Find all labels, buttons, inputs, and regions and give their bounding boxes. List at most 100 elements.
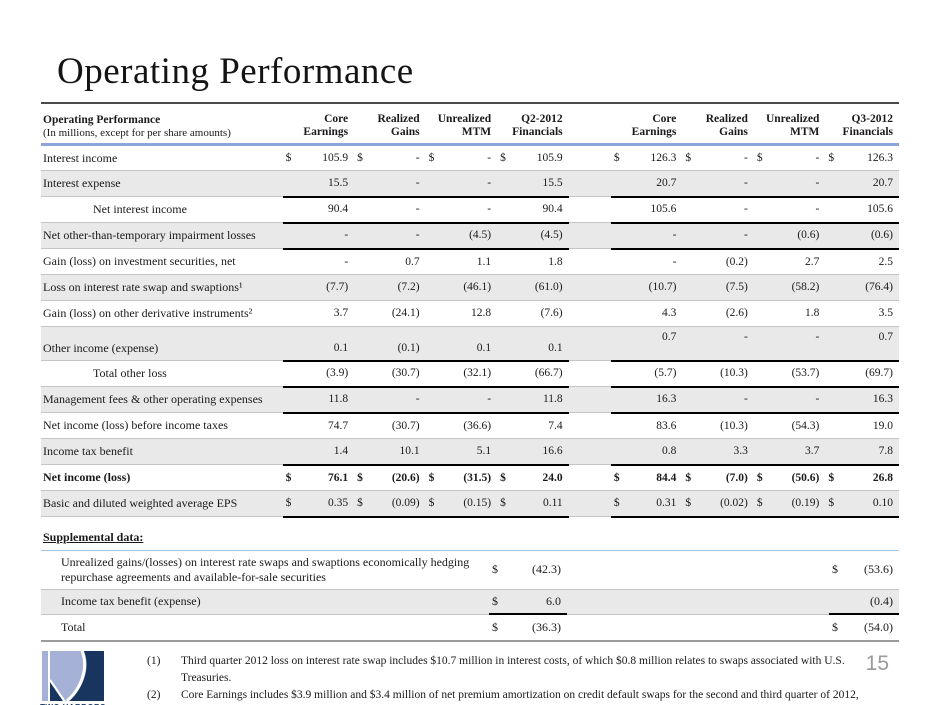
- value-cell: -: [698, 170, 754, 198]
- group-gap: [568, 464, 611, 492]
- value-cell: 0.1: [441, 326, 498, 362]
- table-row: Income tax benefit 1.4 10.1 5.1 16.6 0.8 3.3 3.…: [41, 438, 899, 466]
- dollar-sign: [282, 274, 299, 302]
- dollar-sign: [425, 386, 442, 414]
- dollar-sign: $: [354, 464, 371, 492]
- dollar-sign: [425, 412, 442, 440]
- dollar-sign: $: [425, 464, 442, 492]
- value-cell: (10.7): [627, 274, 683, 302]
- value-cell: -: [441, 144, 498, 172]
- header-title: Operating Performance: [43, 113, 161, 126]
- value-cell: (54.3): [770, 412, 826, 440]
- dollar-sign: [282, 412, 299, 440]
- column-header: Realized Gains: [354, 109, 426, 147]
- value-cell: 105.9: [513, 144, 569, 172]
- row-label: Interest expense: [41, 170, 283, 198]
- dollar-sign: [753, 300, 770, 328]
- table-row: Net interest income 90.4- -90.4 105.6- -105.…: [41, 196, 899, 224]
- dollar-sign: [825, 300, 842, 328]
- dollar-sign: [610, 386, 628, 414]
- column-header-line2: MTM: [461, 126, 492, 139]
- value-cell: 0.35: [298, 490, 355, 518]
- group-gap: [568, 386, 611, 414]
- dollar-sign: $: [753, 464, 770, 492]
- value-cell: (54.0): [845, 614, 899, 643]
- value-cell: -: [370, 144, 426, 172]
- dollar-sign: $: [829, 549, 845, 590]
- value-cell: 90.4: [298, 196, 355, 224]
- column-header-line1: Q3-2012: [851, 113, 893, 125]
- dollar-sign: $: [825, 144, 842, 172]
- dollar-sign: [753, 386, 770, 414]
- value-cell: -: [770, 196, 826, 224]
- group-gap: [568, 326, 611, 362]
- table-row: Net income (loss) $76.1 $ (20.6) $ (31.5) $24.…: [41, 464, 899, 492]
- dollar-sign: [425, 438, 442, 466]
- column-header: Unrealized MTM: [425, 109, 498, 147]
- footer: TWO HARBORS Investment Corp. (1) Third qu…: [40, 651, 899, 705]
- value-cell: (7.0): [698, 464, 754, 492]
- dollar-sign: $: [682, 464, 699, 492]
- value-cell: -: [698, 222, 754, 250]
- value-cell: 1.8: [770, 300, 826, 328]
- column-header-line2: Gains: [390, 126, 420, 139]
- dollar-sign: [282, 326, 299, 362]
- value-cell: -: [627, 248, 683, 276]
- dollar-sign: [497, 248, 514, 276]
- dollar-sign: [354, 438, 371, 466]
- value-cell: -: [441, 386, 498, 414]
- table-row: Gain (loss) on other derivative instrume…: [41, 300, 899, 328]
- value-cell: 15.5: [298, 170, 355, 198]
- value-cell: (53.7): [770, 360, 826, 388]
- dollar-sign: $: [425, 490, 442, 518]
- dollar-sign: [497, 196, 514, 224]
- dollar-sign: $: [497, 144, 514, 172]
- dollar-sign: [829, 589, 845, 616]
- dollar-sign: [753, 248, 770, 276]
- dollar-sign: [354, 170, 371, 198]
- value-cell: (30.7): [370, 412, 426, 440]
- value-cell: (10.3): [698, 412, 754, 440]
- dollar-sign: $: [489, 589, 505, 616]
- value-cell: (53.6): [845, 549, 899, 590]
- value-cell: 3.7: [298, 300, 355, 328]
- value-cell: (42.3): [505, 549, 567, 590]
- value-cell: -: [770, 386, 826, 414]
- value-cell: 24.0: [513, 464, 569, 492]
- dollar-sign: [682, 274, 699, 302]
- dollar-sign: $: [610, 464, 628, 492]
- supplemental-row: Total $ (36.3) $ (54.0): [41, 614, 899, 643]
- dollar-sign: [682, 412, 699, 440]
- value-cell: 0.11: [513, 490, 569, 518]
- group-gap: [568, 300, 611, 328]
- dollar-sign: [753, 360, 770, 388]
- value-cell: (20.6): [370, 464, 426, 492]
- table-row: Other income (expense) 0.1 (0.1) 0.1 0.1 0.7-…: [41, 326, 899, 362]
- dollar-sign: [497, 412, 514, 440]
- value-cell: 11.8: [513, 386, 569, 414]
- dollar-sign: [282, 170, 299, 198]
- value-cell: 20.7: [627, 170, 683, 198]
- value-cell: 12.8: [441, 300, 498, 328]
- value-cell: 0.1: [298, 326, 355, 362]
- value-cell: 0.7: [627, 326, 683, 362]
- dollar-sign: $: [753, 144, 770, 172]
- value-cell: -: [770, 144, 826, 172]
- value-cell: 0.10: [841, 490, 899, 518]
- dollar-sign: [282, 248, 299, 276]
- value-cell: (31.5): [441, 464, 498, 492]
- value-cell: -: [698, 386, 754, 414]
- value-cell: 20.7: [841, 170, 899, 198]
- value-cell: (0.6): [770, 222, 826, 250]
- value-cell: 126.3: [841, 144, 899, 172]
- value-cell: -: [370, 170, 426, 198]
- value-cell: -: [370, 222, 426, 250]
- value-cell: -: [441, 196, 498, 224]
- supplemental-row: Unrealized gains/(losses) on interest ra…: [41, 549, 899, 590]
- dollar-sign: $: [825, 464, 842, 492]
- column-header: Realized Gains: [682, 109, 754, 147]
- dollar-sign: [425, 360, 442, 388]
- value-cell: (50.6): [770, 464, 826, 492]
- value-cell: (4.5): [513, 222, 569, 250]
- dollar-sign: [354, 222, 371, 250]
